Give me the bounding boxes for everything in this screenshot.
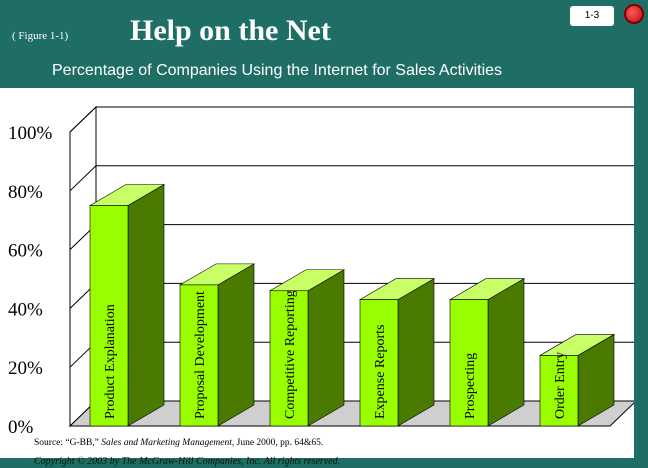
bar — [179, 284, 219, 427]
y-tick-label: 20% — [8, 358, 43, 379]
bar — [89, 205, 129, 427]
gridline — [69, 165, 636, 192]
bar-side — [397, 278, 435, 427]
bar-side — [217, 263, 255, 427]
bar-side — [307, 269, 345, 427]
chart-source: Source: “G-BB,” Sales and Marketing Mana… — [34, 438, 323, 448]
bar-side — [127, 183, 165, 427]
nav-button[interactable] — [624, 4, 644, 24]
y-tick-label: 40% — [8, 299, 43, 320]
bar-category-label: Product Explanation — [103, 304, 118, 419]
bar — [269, 290, 309, 427]
y-tick-label: 0% — [8, 417, 34, 438]
gridline — [69, 106, 636, 133]
slide-number: 1-3 — [570, 6, 614, 26]
chart-panel: 0% 20% 40% 60% 80% 100% Product Explanation Pr… — [0, 88, 638, 458]
chart-subtitle: Percentage of Companies Using the Intern… — [52, 62, 503, 79]
bar-category-label: Prospecting — [463, 353, 478, 419]
bar-category-label: Order Entry — [553, 352, 568, 419]
figure-label: ( Figure 1-1) — [12, 30, 69, 42]
slide-title: Help on the Net — [130, 14, 331, 47]
bar — [359, 299, 399, 427]
bar — [539, 355, 579, 427]
y-tick-label: 100% — [8, 123, 53, 144]
slide-header — [0, 0, 648, 88]
bar-side — [487, 278, 525, 427]
bar-chart: 0% 20% 40% 60% 80% 100% Product Explanation Pr… — [8, 105, 638, 448]
bar-category-label: Proposal Development — [193, 291, 208, 419]
bar — [449, 299, 489, 427]
bar-category-label: Expense Reports — [373, 325, 388, 419]
y-tick-label: 60% — [8, 241, 43, 262]
y-tick-label: 80% — [8, 182, 43, 203]
bar-category-label: Competitive Reporting — [283, 290, 298, 419]
copyright-text: Copyright © 2003 by The McGraw-Hill Comp… — [34, 456, 341, 467]
